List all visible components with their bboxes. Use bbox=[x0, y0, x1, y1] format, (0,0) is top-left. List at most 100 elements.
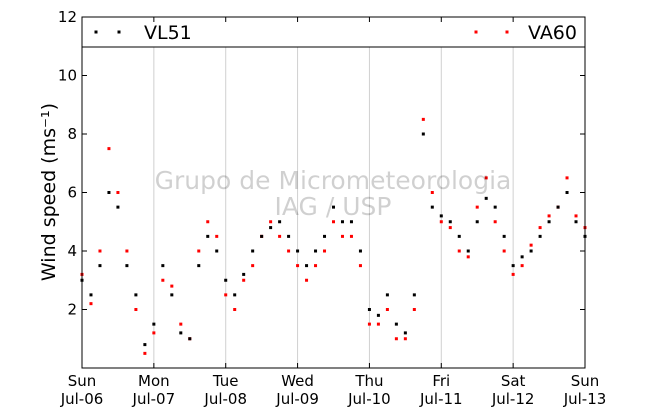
x-tick-date-label: Jul-10 bbox=[347, 390, 391, 408]
data-point-vl51 bbox=[529, 249, 533, 253]
data-point-vl51 bbox=[385, 293, 389, 297]
data-point-va60 bbox=[269, 220, 273, 224]
data-point-vl51 bbox=[143, 343, 147, 347]
data-point-va60 bbox=[134, 308, 138, 311]
y-tick-label: 2 bbox=[67, 301, 77, 319]
data-point-va60 bbox=[296, 264, 300, 268]
vertical-gridlines bbox=[153, 17, 514, 368]
data-point-vl51 bbox=[242, 272, 246, 276]
data-point-va60 bbox=[161, 278, 165, 282]
data-point-vl51 bbox=[134, 293, 138, 297]
data-point-va60 bbox=[305, 278, 309, 282]
data-point-vl51 bbox=[287, 234, 291, 238]
data-point-vl51 bbox=[197, 264, 201, 268]
y-tick-label: 12 bbox=[58, 8, 77, 26]
data-point-vl51 bbox=[89, 293, 93, 297]
x-tick-day-label: Thu bbox=[354, 372, 383, 390]
data-point-vl51 bbox=[430, 205, 434, 209]
data-point-va60 bbox=[493, 220, 497, 224]
data-point-vl51 bbox=[116, 205, 120, 209]
data-point-vl51 bbox=[206, 234, 210, 238]
data-point-vl51 bbox=[323, 234, 327, 238]
data-point-vl51 bbox=[170, 293, 174, 297]
data-point-va60 bbox=[143, 351, 147, 355]
x-tick-date-label: Jul-08 bbox=[203, 390, 247, 408]
data-point-va60 bbox=[349, 234, 353, 238]
data-point-va60 bbox=[475, 205, 479, 209]
data-point-va60 bbox=[197, 249, 201, 253]
data-point-vl51 bbox=[233, 293, 237, 297]
data-point-va60 bbox=[107, 147, 111, 151]
data-point-vl51 bbox=[547, 220, 551, 224]
data-point-vl51 bbox=[565, 191, 569, 194]
y-axis-label: Wind speed (ms⁻¹) bbox=[38, 103, 60, 281]
x-tick-day-label: Wed bbox=[281, 372, 314, 390]
data-point-va60 bbox=[215, 234, 219, 238]
legend: VL51 VA60 bbox=[94, 22, 577, 44]
data-point-vl51 bbox=[179, 331, 183, 335]
data-point-vl51 bbox=[502, 234, 506, 238]
data-point-va60 bbox=[565, 176, 569, 180]
data-point-va60 bbox=[502, 249, 506, 253]
data-point-vl51 bbox=[224, 278, 228, 282]
data-point-vl51 bbox=[188, 337, 192, 341]
data-point-vl51 bbox=[358, 249, 362, 253]
data-point-va60 bbox=[89, 302, 93, 306]
data-point-va60 bbox=[439, 220, 443, 224]
data-point-va60 bbox=[367, 322, 371, 326]
data-point-va60 bbox=[520, 264, 524, 268]
y-tick-label: 6 bbox=[67, 184, 77, 202]
x-tick-date-label: Jul-11 bbox=[419, 390, 463, 408]
legend-label-va60: VA60 bbox=[528, 22, 577, 44]
x-axis: SunJul-06MonJul-07TueJul-08WedJul-09ThuJ… bbox=[60, 17, 607, 408]
data-point-va60 bbox=[457, 249, 461, 253]
watermark-line-1: Grupo de Micrometeorologia bbox=[155, 166, 512, 195]
data-point-va60 bbox=[287, 249, 291, 253]
data-point-va60 bbox=[332, 220, 335, 224]
data-point-vl51 bbox=[475, 220, 479, 224]
data-point-va60 bbox=[314, 264, 318, 268]
data-point-va60 bbox=[385, 308, 389, 311]
data-point-vl51 bbox=[367, 308, 371, 311]
x-tick-day-label: Fri bbox=[432, 372, 450, 390]
data-point-va60 bbox=[529, 243, 533, 247]
data-point-vl51 bbox=[493, 205, 497, 209]
data-point-va60 bbox=[448, 226, 452, 230]
data-point-vl51 bbox=[538, 234, 542, 238]
legend-marker-va60 bbox=[505, 30, 509, 34]
data-point-vl51 bbox=[448, 220, 452, 224]
legend-marker-vl51 bbox=[94, 30, 98, 34]
data-point-vl51 bbox=[439, 214, 443, 218]
data-point-vl51 bbox=[574, 220, 578, 224]
data-point-va60 bbox=[224, 293, 228, 297]
data-point-va60 bbox=[179, 322, 183, 326]
data-point-va60 bbox=[98, 249, 102, 253]
x-tick-date-label: Jul-06 bbox=[60, 390, 104, 408]
data-point-va60 bbox=[278, 234, 282, 238]
data-point-vl51 bbox=[152, 322, 156, 326]
data-point-vl51 bbox=[305, 264, 309, 268]
legend-marker-va60 bbox=[474, 30, 478, 34]
data-point-va60 bbox=[412, 308, 416, 311]
x-tick-date-label: Jul-13 bbox=[563, 390, 607, 408]
data-point-vl51 bbox=[215, 249, 219, 253]
data-point-vl51 bbox=[332, 205, 335, 209]
data-point-vl51 bbox=[376, 313, 380, 317]
data-point-vl51 bbox=[251, 249, 255, 253]
data-point-vl51 bbox=[278, 220, 282, 224]
x-tick-date-label: Jul-12 bbox=[491, 390, 535, 408]
data-point-va60 bbox=[170, 284, 174, 288]
x-tick-date-label: Jul-09 bbox=[275, 390, 319, 408]
data-point-vl51 bbox=[421, 132, 425, 136]
data-point-va60 bbox=[547, 214, 551, 218]
data-point-va60 bbox=[125, 249, 129, 253]
y-tick-label: 10 bbox=[58, 67, 77, 85]
data-point-va60 bbox=[116, 191, 120, 194]
x-tick-day-label: Mon bbox=[138, 372, 170, 390]
data-point-vl51 bbox=[98, 264, 102, 268]
data-point-vl51 bbox=[466, 249, 470, 253]
data-point-vl51 bbox=[349, 220, 353, 224]
data-point-va60 bbox=[358, 264, 362, 268]
data-point-vl51 bbox=[340, 220, 344, 224]
watermark: Grupo de Micrometeorologia IAG / USP bbox=[155, 166, 512, 221]
